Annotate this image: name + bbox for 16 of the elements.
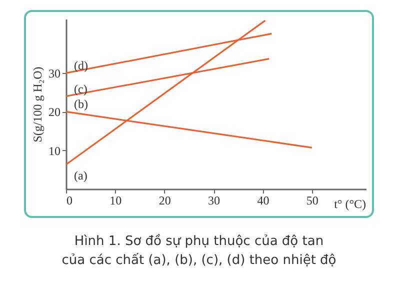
series-label: (a) (74, 168, 88, 183)
x-axis-title: t° (°C) (334, 197, 366, 211)
y-tick-label: 10 (48, 144, 60, 158)
x-tick-label: 40 (257, 194, 270, 208)
y-tick-label: 20 (48, 105, 60, 120)
x-tick-label: 20 (158, 194, 171, 208)
x-tick-label: 0 (66, 194, 72, 208)
y-axis-title: S(g/100 g H₂O) (30, 66, 44, 142)
series-label: (c) (74, 82, 88, 96)
x-tick-label: 30 (208, 194, 220, 208)
series-label: (d) (74, 58, 88, 73)
x-tick-label: 10 (110, 194, 122, 208)
y-tick-label: 30 (48, 66, 60, 81)
x-tick-label: 50 (306, 194, 318, 208)
text: Hình 1. Sơ đồ sự phụ thuộc của độ tan của các chất (a), (b), (c), (d) theo nhiệt độ (60, 233, 338, 270)
series-label: (b) (74, 97, 88, 112)
